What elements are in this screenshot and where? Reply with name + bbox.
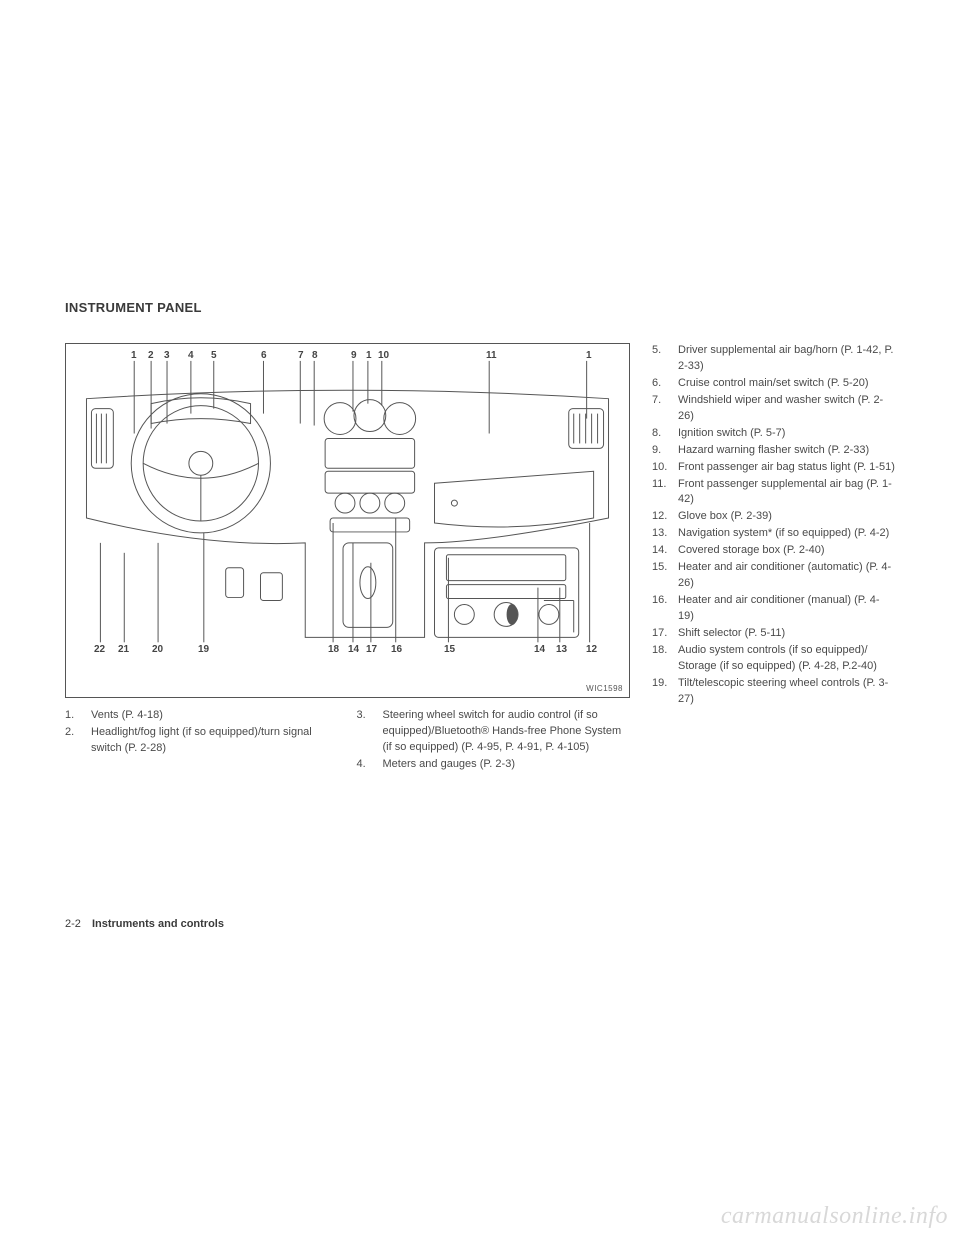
list-item: 11.Front passenger supplemental air bag … [652, 477, 895, 509]
list-item: 13.Navigation system* (if so equipped) (… [652, 526, 895, 542]
callout: 8 [312, 350, 318, 361]
col-1: 1.Vents (P. 4-18) 2.Headlight/fog light … [65, 708, 339, 774]
list-item: 10.Front passenger air bag status light … [652, 460, 895, 476]
below-columns: 1.Vents (P. 4-18) 2.Headlight/fog light … [65, 708, 630, 774]
section-title: INSTRUMENT PANEL [65, 300, 895, 315]
manual-page: INSTRUMENT PANEL 1 2 3 4 5 6 7 8 9 1 10 … [65, 300, 895, 774]
col-3: 5.Driver supplemental air bag/horn (P. 1… [652, 343, 895, 774]
callout: 20 [152, 644, 163, 655]
content-row: 1 2 3 4 5 6 7 8 9 1 10 11 1 22 21 20 19 … [65, 343, 895, 774]
callout: 1 [131, 350, 137, 361]
callout: 6 [261, 350, 267, 361]
callout: 21 [118, 644, 129, 655]
list-item: 12.Glove box (P. 2-39) [652, 509, 895, 525]
callout: 2 [148, 350, 154, 361]
callout: 4 [188, 350, 194, 361]
callout: 3 [164, 350, 170, 361]
list-item: 4.Meters and gauges (P. 2-3) [357, 757, 631, 773]
list-item: 19.Tilt/telescopic steering wheel contro… [652, 676, 895, 708]
left-block: 1 2 3 4 5 6 7 8 9 1 10 11 1 22 21 20 19 … [65, 343, 630, 774]
callout: 9 [351, 350, 357, 361]
callout: 15 [444, 644, 455, 655]
callout: 16 [391, 644, 402, 655]
diagram-code: WIC1598 [586, 684, 623, 693]
callout: 12 [586, 644, 597, 655]
callout: 13 [556, 644, 567, 655]
col-2: 3.Steering wheel switch for audio contro… [357, 708, 631, 774]
page-footer: 2-2 Instruments and controls [65, 918, 224, 930]
callout: 5 [211, 350, 217, 361]
callout: 22 [94, 644, 105, 655]
list-item: 3.Steering wheel switch for audio contro… [357, 708, 631, 756]
list-item: 9.Hazard warning flasher switch (P. 2-33… [652, 443, 895, 459]
list-item: 1.Vents (P. 4-18) [65, 708, 339, 724]
list-item: 18.Audio system controls (if so equipped… [652, 643, 895, 675]
callout: 19 [198, 644, 209, 655]
callout: 18 [328, 644, 339, 655]
list-item: 2.Headlight/fog light (if so equipped)/t… [65, 725, 339, 757]
list-item: 17.Shift selector (P. 5-11) [652, 626, 895, 642]
callout: 14 [348, 644, 359, 655]
list-item: 15.Heater and air conditioner (automatic… [652, 560, 895, 592]
callout: 1 [366, 350, 372, 361]
list-item: 7.Windshield wiper and washer switch (P.… [652, 393, 895, 425]
instrument-panel-diagram: 1 2 3 4 5 6 7 8 9 1 10 11 1 22 21 20 19 … [65, 343, 630, 698]
footer-section: Instruments and controls [92, 918, 224, 930]
list-item: 16.Heater and air conditioner (manual) (… [652, 593, 895, 625]
callout: 7 [298, 350, 304, 361]
page-number: 2-2 [65, 918, 81, 930]
callout: 11 [486, 350, 497, 361]
callout: 1 [586, 350, 592, 361]
list-item: 5.Driver supplemental air bag/horn (P. 1… [652, 343, 895, 375]
list-item: 6.Cruise control main/set switch (P. 5-2… [652, 376, 895, 392]
callout: 17 [366, 644, 377, 655]
list-item: 14.Covered storage box (P. 2-40) [652, 543, 895, 559]
callout: 14 [534, 644, 545, 655]
callout: 10 [378, 350, 389, 361]
list-item: 8.Ignition switch (P. 5-7) [652, 426, 895, 442]
watermark: carmanualsonline.info [721, 1203, 948, 1230]
